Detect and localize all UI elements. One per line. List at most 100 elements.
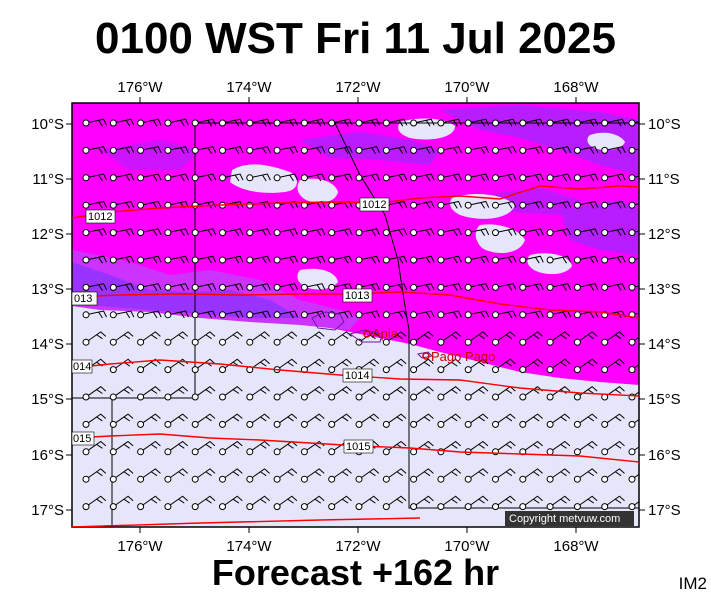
wind-barb: [328, 386, 352, 401]
wind-barb: [109, 118, 135, 127]
wind-barb: [573, 146, 599, 154]
isobar-1014: [72, 359, 639, 397]
lat-tick-label: 12°S: [648, 226, 681, 243]
wind-barb: [437, 228, 462, 237]
wind-barb: [328, 118, 353, 127]
wind-barb: [246, 331, 270, 346]
wind-barb: [109, 468, 134, 483]
wind-barb: [219, 386, 243, 401]
wind-barb: [464, 200, 490, 209]
wind-barb: [137, 283, 162, 291]
wind-barb: [628, 473, 639, 483]
wind-barb: [219, 413, 243, 428]
wind-barb: [328, 146, 353, 154]
latitude-labels-right: 10°S 11°S 12°S 13°S 14°S 15°S 16°S 17°S: [648, 116, 681, 519]
wind-barb: [492, 495, 516, 511]
wind-barb: [546, 228, 572, 237]
wind-barb: [382, 413, 407, 428]
wind-barb: [382, 255, 408, 264]
wind-barb: [410, 413, 434, 428]
wind-barb: [573, 173, 599, 182]
wind-barb: [328, 255, 353, 264]
wind-barb: [519, 173, 544, 182]
wind-barb: [300, 283, 326, 291]
svg-text:015: 015: [73, 433, 91, 445]
wind-barb: [273, 255, 299, 264]
place-markers: Apia Pago Pago: [363, 326, 495, 364]
wind-barb: [492, 331, 516, 346]
wind-barb: [464, 413, 489, 428]
wind-barb: [437, 200, 462, 209]
wind-barb: [82, 200, 107, 209]
wind-barb: [137, 118, 162, 127]
wind-barb: [492, 200, 517, 209]
lat-tick-label: 13°S: [31, 281, 64, 298]
wind-barb: [573, 228, 599, 237]
wind-barb: [273, 173, 299, 182]
wind-barb: [437, 310, 462, 319]
wind-barb: [300, 495, 325, 511]
wind-barb: [573, 386, 598, 401]
wind-barb: [82, 146, 107, 154]
map-title: 0100 WST Fri 11 Jul 2025: [95, 14, 616, 63]
svg-text:014: 014: [73, 361, 91, 373]
wind-barb: [628, 201, 639, 209]
wind-barb: [492, 310, 517, 319]
wind-barb: [273, 283, 299, 291]
wind-barb: [328, 413, 352, 428]
wind-barb: [246, 173, 271, 182]
wind-barb: [164, 440, 189, 456]
lat-tick-label: 11°S: [32, 171, 64, 188]
wind-barb: [492, 283, 517, 291]
image-code: IM2: [678, 574, 707, 593]
wind-barb: [601, 386, 625, 401]
wind-barb: [300, 255, 326, 264]
wind-barb: [219, 440, 243, 456]
wind-barb: [246, 146, 271, 154]
wind-barb: [191, 331, 216, 346]
wind-barb: [137, 173, 162, 182]
wind-barb: [464, 468, 489, 483]
wind-barb: [628, 283, 639, 291]
isobar-label: 1012: [359, 197, 390, 212]
wind-barb: [219, 358, 243, 374]
wind-barb: [82, 118, 107, 127]
wind-barb: [628, 174, 639, 182]
wind-barb: [137, 358, 161, 374]
wind-barb: [546, 200, 572, 209]
wind-barb: [573, 440, 598, 456]
wind-barb: [382, 495, 407, 511]
wind-barb: [137, 228, 162, 237]
wind-barb: [300, 440, 325, 456]
isobar-label: 013: [71, 291, 98, 306]
wind-barb: [464, 331, 489, 346]
lat-tick-label: 15°S: [648, 391, 681, 408]
wind-barb: [546, 331, 571, 346]
wind-barb: [573, 255, 599, 264]
wind-barb: [191, 118, 217, 127]
lat-tick-label: 17°S: [31, 502, 64, 519]
wind-barb: [573, 358, 598, 374]
wind-barb: [328, 468, 352, 483]
wind-barb: [382, 173, 408, 182]
wind-barb: [191, 228, 217, 237]
wind-barb: [628, 229, 639, 237]
wind-barb: [546, 283, 572, 291]
wind-barbs: [82, 118, 639, 511]
lat-tick-label: 17°S: [648, 502, 681, 519]
wind-barb: [546, 255, 572, 264]
wind-barb: [109, 386, 134, 401]
wind-barb: [492, 413, 516, 428]
wind-barb: [410, 283, 435, 291]
wind-barb: [464, 228, 490, 237]
wind-barb: [573, 331, 598, 346]
isobar-1015: [72, 433, 639, 463]
wind-barb: [382, 283, 408, 291]
wind-barb: [492, 358, 516, 374]
wind-barb: [246, 255, 271, 264]
wind-barb: [191, 173, 217, 182]
wind-barb: [437, 413, 462, 428]
wind-barb: [492, 173, 517, 182]
wind-barb: [546, 358, 571, 374]
lat-tick-label: 16°S: [648, 447, 681, 464]
